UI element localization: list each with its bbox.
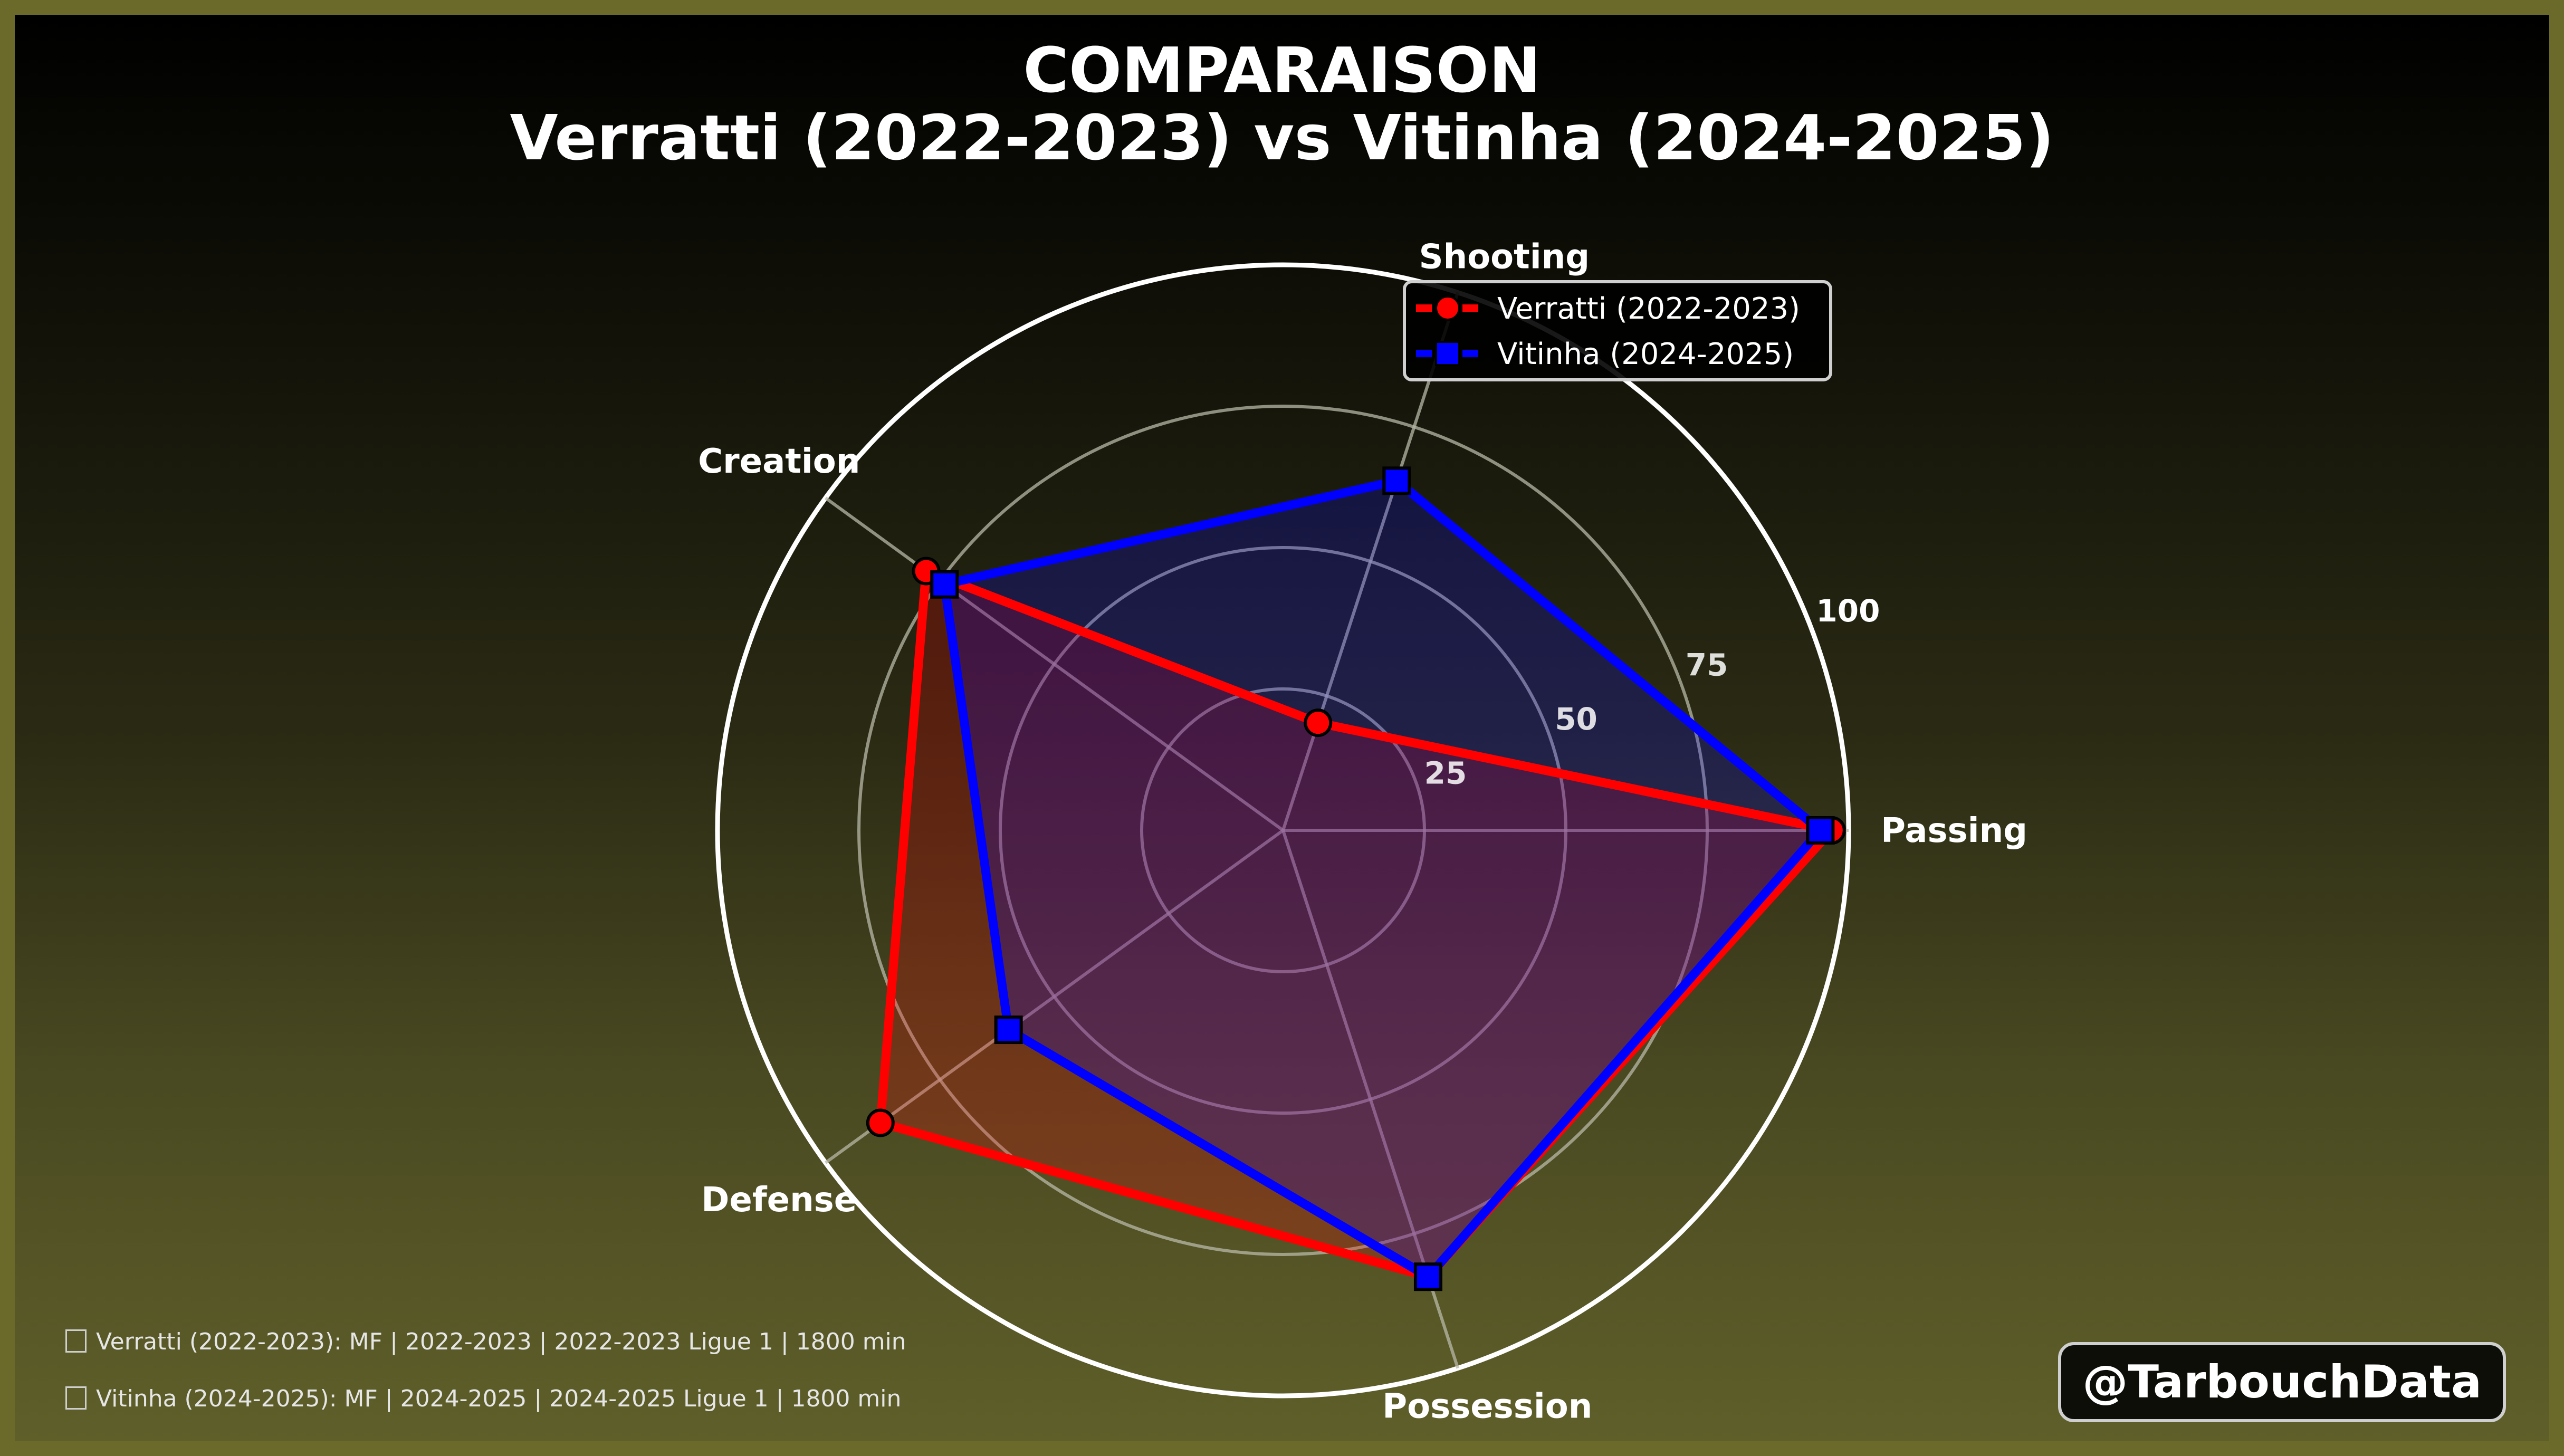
legend-label-0: Verratti (2022-2023) [1497,292,1800,326]
point-1-defense [994,1016,1023,1045]
legend-box [1403,280,1832,381]
point-1-creation [930,570,959,599]
point-0-shooting [1304,708,1333,737]
axis-label-defense: Defense [701,1181,857,1220]
radial-tick-label: 100 [1816,593,1880,629]
radial-tick-label: 75 [1686,647,1728,683]
axis-label-creation: Creation [698,442,860,481]
missing-glyph-icon [65,1386,87,1410]
footnote-verratti-text: Verratti (2022-2023): MF | 2022-2023 | 2… [96,1328,906,1355]
legend-label-1: Vitinha (2024-2025) [1497,337,1794,371]
radial-tick-label: 25 [1424,755,1467,791]
point-1-shooting [1382,466,1411,495]
spoke-creation [824,496,1284,832]
chart-subtitle: Verratti (2022-2023) vs Vitinha (2024-20… [510,101,2054,174]
chart-title: COMPARAISON [1023,34,1541,107]
radar-chart: 25 50 75 100 Passing Shooting Creation Defense P… [698,237,2027,1426]
legend-marker-0 [1435,295,1460,321]
spoke-defense [824,829,1284,1164]
point-1-passing [1806,816,1835,845]
spoke-shooting [1281,292,1460,831]
footnote-vitinha: Vitinha (2024-2025): MF | 2024-2025 | 20… [65,1385,901,1412]
footnote-vitinha-text: Vitinha (2024-2025): MF | 2024-2025 | 20… [96,1385,902,1412]
axis-label-passing: Passing [1881,811,2027,850]
radial-tick-label: 50 [1555,701,1597,737]
point-0-defense [866,1108,895,1137]
series-fill-0 [880,571,1832,1277]
missing-glyph-icon [65,1329,87,1353]
figure-frame: COMPARAISON Verratti (2022-2023) vs Viti… [15,15,2549,1441]
point-1-possession [1413,1262,1442,1291]
legend-marker-1 [1435,341,1460,366]
footnote-verratti: Verratti (2022-2023): MF | 2022-2023 | 2… [65,1328,906,1355]
series-line-1 [939,476,1827,1283]
axis-label-possession: Possession [1382,1387,1592,1426]
watermark-badge: @TarbouchData [2058,1342,2506,1422]
axis-label-shooting: Shooting [1419,237,1590,276]
